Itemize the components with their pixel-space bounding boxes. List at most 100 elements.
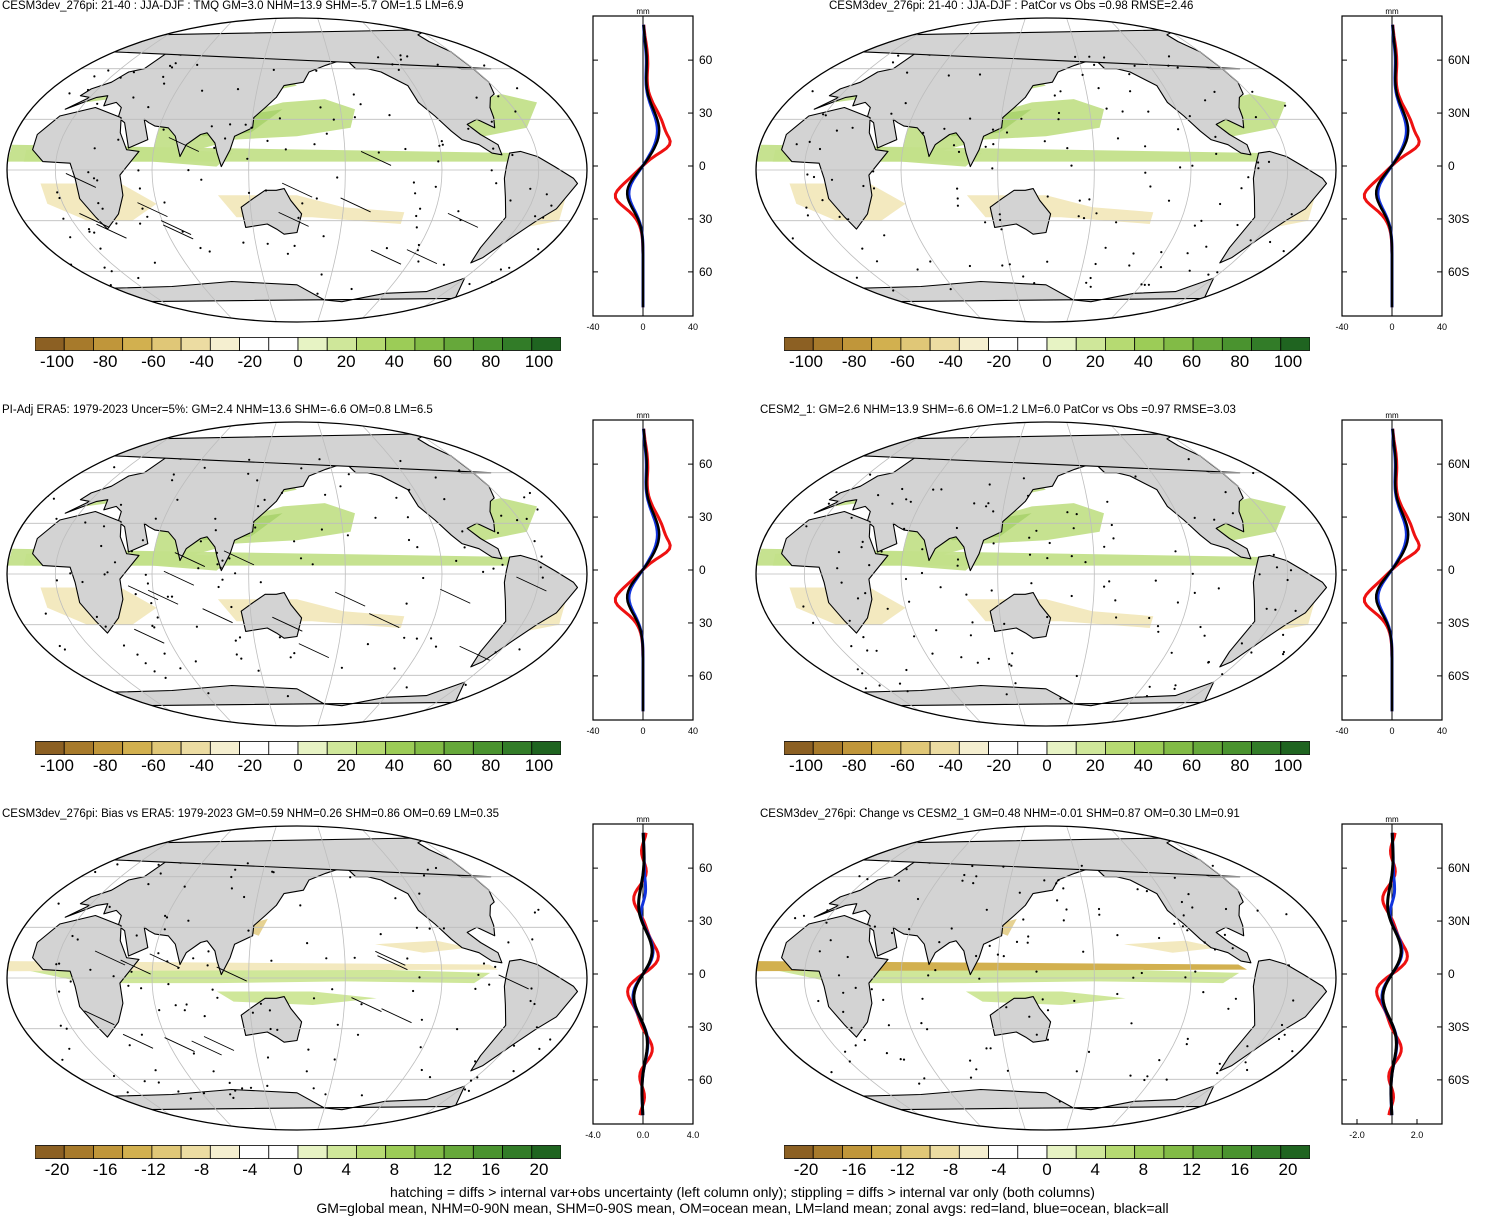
colorbar-swatch: [472, 1145, 503, 1159]
zonal-lat-tick: 30N: [1448, 914, 1470, 928]
colorbar-tick-label: -8: [194, 1160, 210, 1179]
panel-title: CESM3dev_276pi: 21-40 : JJA-DJF : TMQ GM…: [2, 0, 464, 12]
zonal-x-tick: 0: [1389, 322, 1394, 332]
zonal-lat-tick: 0: [1448, 159, 1455, 173]
zonal-curve: [625, 24, 661, 308]
colorbar-tick-label: -16: [92, 1160, 118, 1179]
colorbar-swatch: [1163, 337, 1194, 351]
colorbar-labels: -100 -80 -60 -40 -20 0 20 40 60 80 100: [35, 352, 561, 374]
colorbar-tick-label: -100: [39, 352, 75, 371]
colorbar-swatch: [443, 337, 474, 351]
zonal-x-tick: 4.0: [687, 1130, 700, 1140]
zonal-curve: [632, 832, 654, 1116]
colorbar-swatch: [122, 741, 153, 755]
zonal-curve: [1374, 24, 1410, 308]
colorbar-tick-label: -40: [189, 352, 214, 371]
colorbar-tick-label: -100: [39, 756, 75, 775]
colorbar-tick-label: 20: [1278, 1160, 1298, 1179]
colorbar-swatch: [414, 1145, 445, 1159]
colorbar-tick-label: 8: [1138, 1160, 1149, 1179]
colorbar-swatch: [871, 337, 902, 351]
colorbar-tick-label: 12: [1182, 1160, 1202, 1179]
colorbar-swatch: [1221, 741, 1252, 755]
colorbar-swatch: [1105, 1145, 1136, 1159]
colorbar: [784, 741, 1310, 755]
colorbar-swatch: [812, 741, 843, 755]
colorbar-swatch: [958, 741, 989, 755]
colorbar-tick-label: -60: [890, 756, 915, 775]
colorbar-swatch: [988, 337, 1019, 351]
zonal-lat-tick: 60N: [1448, 457, 1470, 471]
zonal-x-tick: 40: [688, 726, 698, 736]
colorbar-swatch: [784, 741, 814, 755]
colorbar-swatch: [929, 741, 960, 755]
colorbar-swatch: [180, 741, 211, 755]
footer-note: GM=global mean, NHM=0-90N mean, SHM=0-90…: [316, 1200, 1169, 1216]
zonal-average-plot: mm 60N 30N 0 30S 60S -40 0 40: [1335, 7, 1470, 332]
zonal-x-tick: 40: [1437, 322, 1447, 332]
colorbar-swatch: [385, 1145, 416, 1159]
world-map: [6, 825, 588, 1131]
colorbar-swatch: [842, 741, 873, 755]
colorbar-swatch: [356, 1145, 387, 1159]
zonal-average-plot: mm 60N 30N 0 30S 60S -40 0 40: [586, 411, 713, 736]
zonal-x-tick: 0: [1389, 726, 1394, 736]
zonal-lat-tick: 0: [1448, 563, 1455, 577]
colorbar-swatch: [122, 337, 153, 351]
colorbar-swatch: [151, 1145, 182, 1159]
colorbar-swatch: [531, 741, 561, 755]
colorbar-tick-label: 0: [1042, 352, 1052, 371]
colorbar-swatch: [209, 741, 240, 755]
colorbar-swatch: [326, 337, 357, 351]
colorbar-swatch: [93, 337, 124, 351]
colorbar-tick-label: -60: [890, 352, 915, 371]
zonal-lat-tick: 60S: [699, 1073, 713, 1087]
zonal-curve: [1374, 428, 1410, 712]
colorbar-swatch: [63, 741, 94, 755]
zonal-x-tick: -40: [586, 726, 599, 736]
colorbar-swatch: [63, 337, 94, 351]
zonal-curve: [1381, 832, 1403, 1116]
zonal-lat-tick: 60S: [699, 669, 713, 683]
zonal-x-tick: -4.0: [585, 1130, 601, 1140]
colorbar-tick-label: -16: [841, 1160, 867, 1179]
zonal-x-tick: -40: [586, 322, 599, 332]
colorbar-swatch: [1046, 1145, 1077, 1159]
colorbar-swatch: [1017, 1145, 1048, 1159]
colorbar-tick-label: 20: [529, 1160, 549, 1179]
colorbar-swatch: [1105, 337, 1136, 351]
world-map: [755, 825, 1337, 1131]
colorbar-tick-label: 0: [293, 352, 303, 371]
colorbar-tick-label: 60: [433, 756, 453, 775]
colorbar-swatch: [151, 337, 182, 351]
panel-title: PI-Adj ERA5: 1979-2023 Uncer=5%: GM=2.4 …: [2, 404, 433, 416]
panel-title: CESM3dev_276pi: Change vs CESM2_1 GM=0.4…: [760, 808, 1240, 820]
colorbar-tick-label: 4: [1090, 1160, 1100, 1179]
colorbar-swatch: [326, 1145, 357, 1159]
colorbar-swatch: [502, 741, 533, 755]
colorbar-tick-label: 0: [1042, 756, 1052, 775]
colorbar-swatch: [385, 741, 416, 755]
world-map: [6, 421, 588, 727]
colorbar-swatch: [502, 337, 533, 351]
colorbar-labels: -20 -16 -12 -8 -4 0 4 8 12 16 20: [35, 1160, 561, 1182]
colorbar-swatch: [268, 741, 299, 755]
colorbar-swatch: [1192, 741, 1223, 755]
zonal-average-plot: mm 60N 30N 0 30S 60S -4.0 0.0 4.0: [585, 815, 713, 1140]
colorbar-swatch: [356, 741, 387, 755]
colorbar-tick-label: -80: [841, 756, 867, 775]
colorbar-tick-label: 80: [481, 756, 501, 775]
zonal-x-tick: -40: [1335, 322, 1348, 332]
colorbar-swatch: [1134, 337, 1165, 351]
colorbar-swatch: [297, 741, 328, 755]
colorbar-tick-label: 40: [384, 756, 404, 775]
colorbar-tick-label: 16: [481, 1160, 501, 1179]
zonal-x-tick: 0: [640, 726, 645, 736]
zonal-unit-label: mm: [1385, 411, 1399, 420]
colorbar-swatch: [1280, 1145, 1310, 1159]
zonal-lat-tick: 30S: [1448, 212, 1469, 226]
world-map: [755, 17, 1337, 323]
zonal-lat-tick: 30S: [1448, 1020, 1469, 1034]
colorbar-swatch: [122, 1145, 153, 1159]
zonal-lat-tick: 30N: [1448, 510, 1470, 524]
